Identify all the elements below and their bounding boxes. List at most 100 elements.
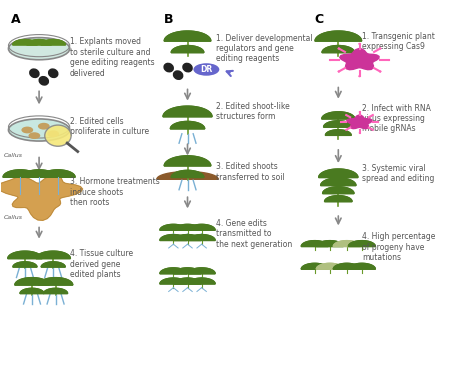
Polygon shape [41, 40, 65, 45]
Polygon shape [325, 196, 352, 202]
Polygon shape [333, 263, 360, 269]
Polygon shape [41, 170, 75, 177]
Polygon shape [301, 263, 328, 269]
Polygon shape [326, 130, 351, 135]
Polygon shape [319, 169, 358, 178]
Circle shape [329, 59, 332, 61]
Polygon shape [3, 170, 37, 177]
Polygon shape [322, 112, 355, 119]
Polygon shape [323, 187, 354, 194]
Polygon shape [348, 241, 375, 247]
Circle shape [346, 114, 347, 116]
Ellipse shape [182, 63, 193, 72]
Polygon shape [322, 46, 355, 53]
Polygon shape [322, 46, 355, 53]
Ellipse shape [28, 132, 40, 139]
Polygon shape [44, 288, 68, 293]
Ellipse shape [164, 63, 174, 72]
Circle shape [346, 129, 347, 130]
Polygon shape [174, 268, 201, 274]
Polygon shape [163, 106, 212, 117]
Circle shape [372, 129, 374, 130]
Circle shape [372, 114, 374, 116]
Polygon shape [164, 156, 211, 166]
Polygon shape [324, 121, 353, 127]
Text: 4. Gene edits
transmitted to
the next generation: 4. Gene edits transmitted to the next ge… [216, 219, 292, 249]
Polygon shape [160, 278, 187, 284]
Polygon shape [22, 170, 56, 177]
Polygon shape [15, 278, 49, 285]
Polygon shape [188, 278, 215, 284]
Polygon shape [157, 171, 218, 179]
Polygon shape [3, 170, 37, 177]
Polygon shape [41, 40, 65, 45]
Polygon shape [160, 278, 187, 284]
Polygon shape [348, 241, 375, 247]
Ellipse shape [193, 63, 219, 76]
Polygon shape [321, 178, 356, 186]
Polygon shape [316, 263, 343, 269]
Polygon shape [188, 235, 215, 240]
Polygon shape [326, 130, 351, 135]
Text: A: A [11, 13, 20, 26]
Polygon shape [174, 224, 201, 230]
Polygon shape [164, 31, 211, 41]
Polygon shape [174, 224, 201, 230]
Text: 4. High percentage
of progeny have
mutations: 4. High percentage of progeny have mutat… [362, 232, 435, 262]
Polygon shape [174, 278, 201, 284]
Polygon shape [174, 235, 201, 240]
Ellipse shape [9, 38, 70, 60]
Polygon shape [171, 170, 204, 178]
Polygon shape [340, 49, 379, 70]
Polygon shape [164, 156, 211, 166]
Polygon shape [301, 263, 328, 269]
Text: 2. Edited shoot-like
structures form: 2. Edited shoot-like structures form [216, 102, 290, 121]
Polygon shape [323, 187, 354, 194]
Ellipse shape [21, 126, 33, 133]
Polygon shape [171, 46, 204, 53]
Text: 2. Infect with RNA
virus expressing
mobile gRNAs: 2. Infect with RNA virus expressing mobi… [362, 104, 431, 133]
Text: 1. Deliver developmental
regulators and gene
editing reagents: 1. Deliver developmental regulators and … [216, 34, 312, 63]
Polygon shape [160, 268, 187, 274]
Polygon shape [315, 31, 362, 41]
Text: 3. Hormone treatments
induce shoots
then roots: 3. Hormone treatments induce shoots then… [70, 177, 159, 207]
Polygon shape [160, 235, 187, 240]
Polygon shape [325, 196, 352, 202]
Polygon shape [322, 112, 355, 119]
Polygon shape [174, 268, 201, 274]
Text: DR: DR [200, 65, 212, 74]
Polygon shape [348, 263, 375, 269]
Polygon shape [27, 40, 51, 45]
Circle shape [337, 70, 340, 72]
Polygon shape [0, 175, 82, 220]
Polygon shape [171, 46, 204, 53]
Circle shape [359, 132, 360, 133]
Polygon shape [316, 263, 343, 269]
Polygon shape [15, 278, 49, 285]
Text: 2. Edited cells
proliferate in culture: 2. Edited cells proliferate in culture [70, 117, 149, 136]
Text: B: B [164, 13, 173, 26]
Text: 3. Systemic viral
spread and editing: 3. Systemic viral spread and editing [362, 164, 434, 183]
Polygon shape [188, 224, 215, 230]
Polygon shape [160, 268, 187, 274]
Polygon shape [316, 241, 343, 247]
Polygon shape [22, 170, 56, 177]
Ellipse shape [173, 70, 183, 80]
Polygon shape [13, 40, 37, 45]
Text: 3. Edited shoots
transferred to soil: 3. Edited shoots transferred to soil [216, 162, 284, 181]
Polygon shape [41, 262, 65, 267]
Polygon shape [20, 288, 44, 293]
Polygon shape [36, 251, 70, 259]
Polygon shape [333, 241, 360, 247]
Polygon shape [8, 251, 42, 259]
Polygon shape [13, 262, 37, 267]
Text: C: C [315, 13, 324, 26]
Polygon shape [321, 178, 356, 186]
Text: 4. Tissue culture
derived gene
edited plants: 4. Tissue culture derived gene edited pl… [70, 249, 133, 279]
Text: 1. Explants moved
to sterile culture and
gene editing reagents
delivered: 1. Explants moved to sterile culture and… [70, 37, 155, 77]
Polygon shape [188, 268, 215, 274]
Polygon shape [170, 122, 205, 129]
Polygon shape [174, 278, 201, 284]
Polygon shape [171, 170, 204, 178]
Circle shape [358, 43, 361, 45]
